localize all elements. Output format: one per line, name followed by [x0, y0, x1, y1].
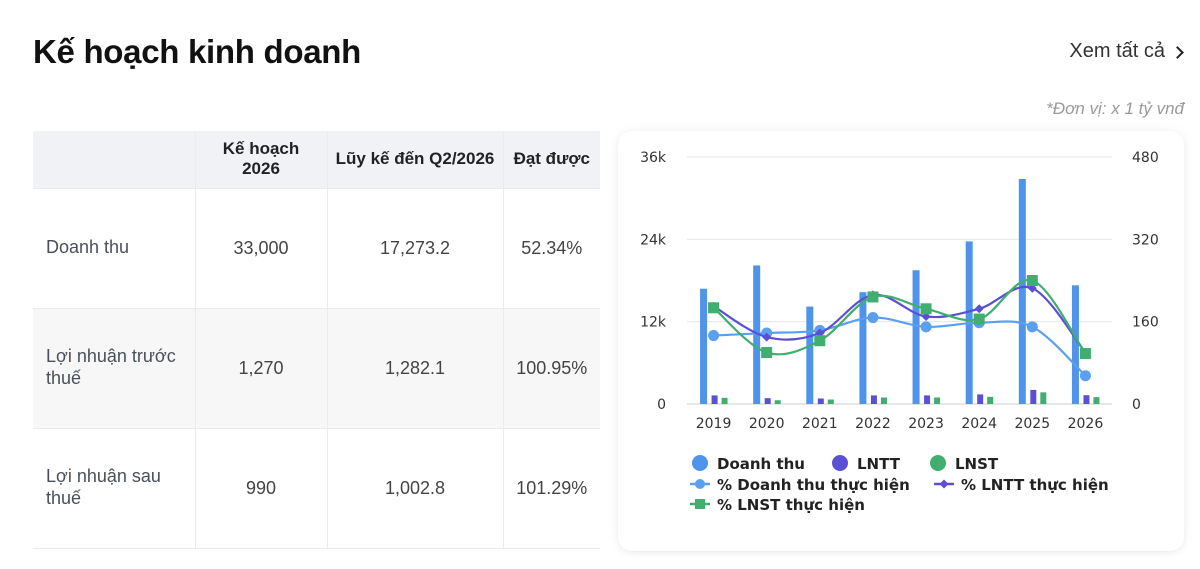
legend-dot-icon — [692, 455, 708, 471]
y-right-tick-label: 480 — [1132, 150, 1159, 166]
bar-lntt — [924, 395, 931, 404]
row-achieved: 101.29% — [502, 427, 600, 549]
page-title: Kế hoạch kinh doanh — [33, 33, 361, 70]
x-tick-label: 2024 — [961, 416, 997, 432]
line-point-3 — [973, 313, 985, 325]
row-label: Lợi nhuận sau thuế — [33, 427, 195, 549]
row-ytd: 1,282.1 — [326, 307, 503, 428]
line-point-3 — [1026, 275, 1038, 286]
line-point-3 — [1079, 348, 1091, 360]
bar-doanh-thu — [912, 270, 920, 404]
legend-dot-icon — [832, 455, 848, 471]
x-tick-label: 2026 — [1068, 416, 1104, 432]
row-label: Lợi nhuận trước thuế — [33, 307, 195, 428]
unit-note: *Đơn vị: x 1 tỷ vnđ — [1046, 99, 1184, 118]
bar-lntt — [711, 395, 718, 404]
x-tick-label: 2021 — [802, 416, 838, 432]
y-left-tick-label: 24k — [640, 232, 667, 248]
y-left-tick-label: 12k — [640, 315, 667, 331]
line-point-3 — [761, 347, 773, 359]
bar-lntt — [977, 394, 984, 404]
bar-lnst — [987, 396, 994, 404]
table-header-plan: Kế hoạch 2026 — [194, 131, 327, 188]
bar-lntt — [1083, 395, 1090, 404]
y-left-tick-label: 36k — [640, 150, 667, 166]
bar-lntt — [1030, 389, 1037, 404]
chevron-right-icon — [1171, 45, 1184, 59]
row-ytd: 17,273.2 — [326, 187, 503, 308]
line-point-1 — [1079, 370, 1091, 382]
x-tick-label: 2019 — [696, 416, 732, 432]
line-point-1 — [1026, 321, 1038, 333]
line-point-1 — [920, 321, 932, 333]
line-point-2 — [974, 304, 984, 314]
table-row: Lợi nhuận sau thuế 990 1,002.8 101.29% — [33, 427, 600, 549]
bar-lnst — [721, 397, 728, 404]
legend-label: % Doanh thu thực hiện — [717, 476, 910, 494]
legend-label: % LNTT thực hiện — [961, 476, 1109, 494]
x-tick-label: 2022 — [855, 416, 891, 432]
row-plan: 1,270 — [194, 307, 327, 428]
x-tick-label: 2020 — [749, 416, 785, 432]
table-header-empty — [33, 131, 195, 188]
legend-label: Doanh thu — [717, 455, 805, 473]
bar-doanh-thu — [1018, 178, 1026, 404]
row-label: Doanh thu — [33, 187, 195, 308]
line-point-1 — [708, 330, 720, 342]
bar-doanh-thu — [753, 265, 761, 404]
bar-doanh-thu — [859, 292, 867, 404]
legend-marker-icon — [695, 499, 705, 509]
line-point-3 — [814, 335, 826, 347]
x-tick-label: 2023 — [908, 416, 944, 432]
row-ytd: 1,002.8 — [326, 427, 503, 549]
bar-lntt — [870, 395, 877, 404]
bar-lnst — [1040, 392, 1047, 404]
see-all-label: Xem tất cả — [1069, 40, 1165, 62]
line-point-3 — [867, 291, 879, 303]
bar-lnst — [934, 397, 941, 404]
table-header-ytd: Lũy kế đến Q2/2026 — [326, 131, 503, 188]
legend-label: % LNST thực hiện — [717, 496, 865, 514]
row-achieved: 52.34% — [502, 187, 600, 308]
legend-marker-icon — [939, 479, 949, 489]
line-point-2 — [762, 332, 772, 342]
bar-lnst — [880, 397, 887, 404]
see-all-link[interactable]: Xem tất cả — [1069, 40, 1184, 63]
line-point-3 — [708, 302, 720, 314]
y-left-tick-label: 0 — [657, 397, 666, 413]
bar-lnst — [1093, 397, 1100, 404]
line-point-1 — [867, 312, 879, 324]
table-row: Doanh thu 33,000 17,273.2 52.34% — [33, 187, 600, 308]
row-plan: 990 — [194, 427, 327, 549]
bar-lntt — [817, 398, 824, 404]
line-series-2 — [712, 285, 1087, 354]
y-right-tick-label: 160 — [1132, 315, 1159, 331]
business-chart: 0 12k 24k 36k 0 160 320 480 2019 2020 2021 2022 2023… — [640, 150, 1159, 514]
row-achieved: 100.95% — [502, 307, 600, 428]
line-series-3 — [712, 279, 1087, 356]
row-plan: 33,000 — [194, 187, 327, 308]
business-plan-table: Kế hoạch 2026 Lũy kế đến Q2/2026 Đạt đượ… — [33, 131, 600, 549]
chart-card: 0 12k 24k 36k 0 160 320 480 2019 2020 2021 2022 2023… — [618, 131, 1184, 551]
bar-lnst — [827, 399, 834, 404]
legend-label: LNTT — [857, 455, 901, 473]
line-point-2 — [921, 312, 931, 322]
table-row: Lợi nhuận trước thuế 1,270 1,282.1 100.9… — [33, 307, 600, 428]
bar-doanh-thu — [700, 288, 708, 404]
legend-label: LNST — [955, 455, 999, 473]
legend-marker-icon — [695, 479, 705, 489]
y-right-tick-label: 320 — [1132, 232, 1159, 248]
x-tick-label: 2025 — [1014, 416, 1050, 432]
bar-doanh-thu — [806, 306, 814, 404]
bar-lnst — [774, 400, 781, 404]
bar-doanh-thu — [1071, 285, 1079, 404]
line-point-3 — [920, 303, 932, 315]
y-right-tick-label: 0 — [1132, 397, 1141, 413]
bar-lntt — [764, 398, 771, 404]
table-header-achieved: Đạt được — [502, 131, 600, 188]
legend-dot-icon — [930, 455, 946, 471]
table-header-row: Kế hoạch 2026 Lũy kế đến Q2/2026 Đạt đượ… — [33, 131, 600, 188]
